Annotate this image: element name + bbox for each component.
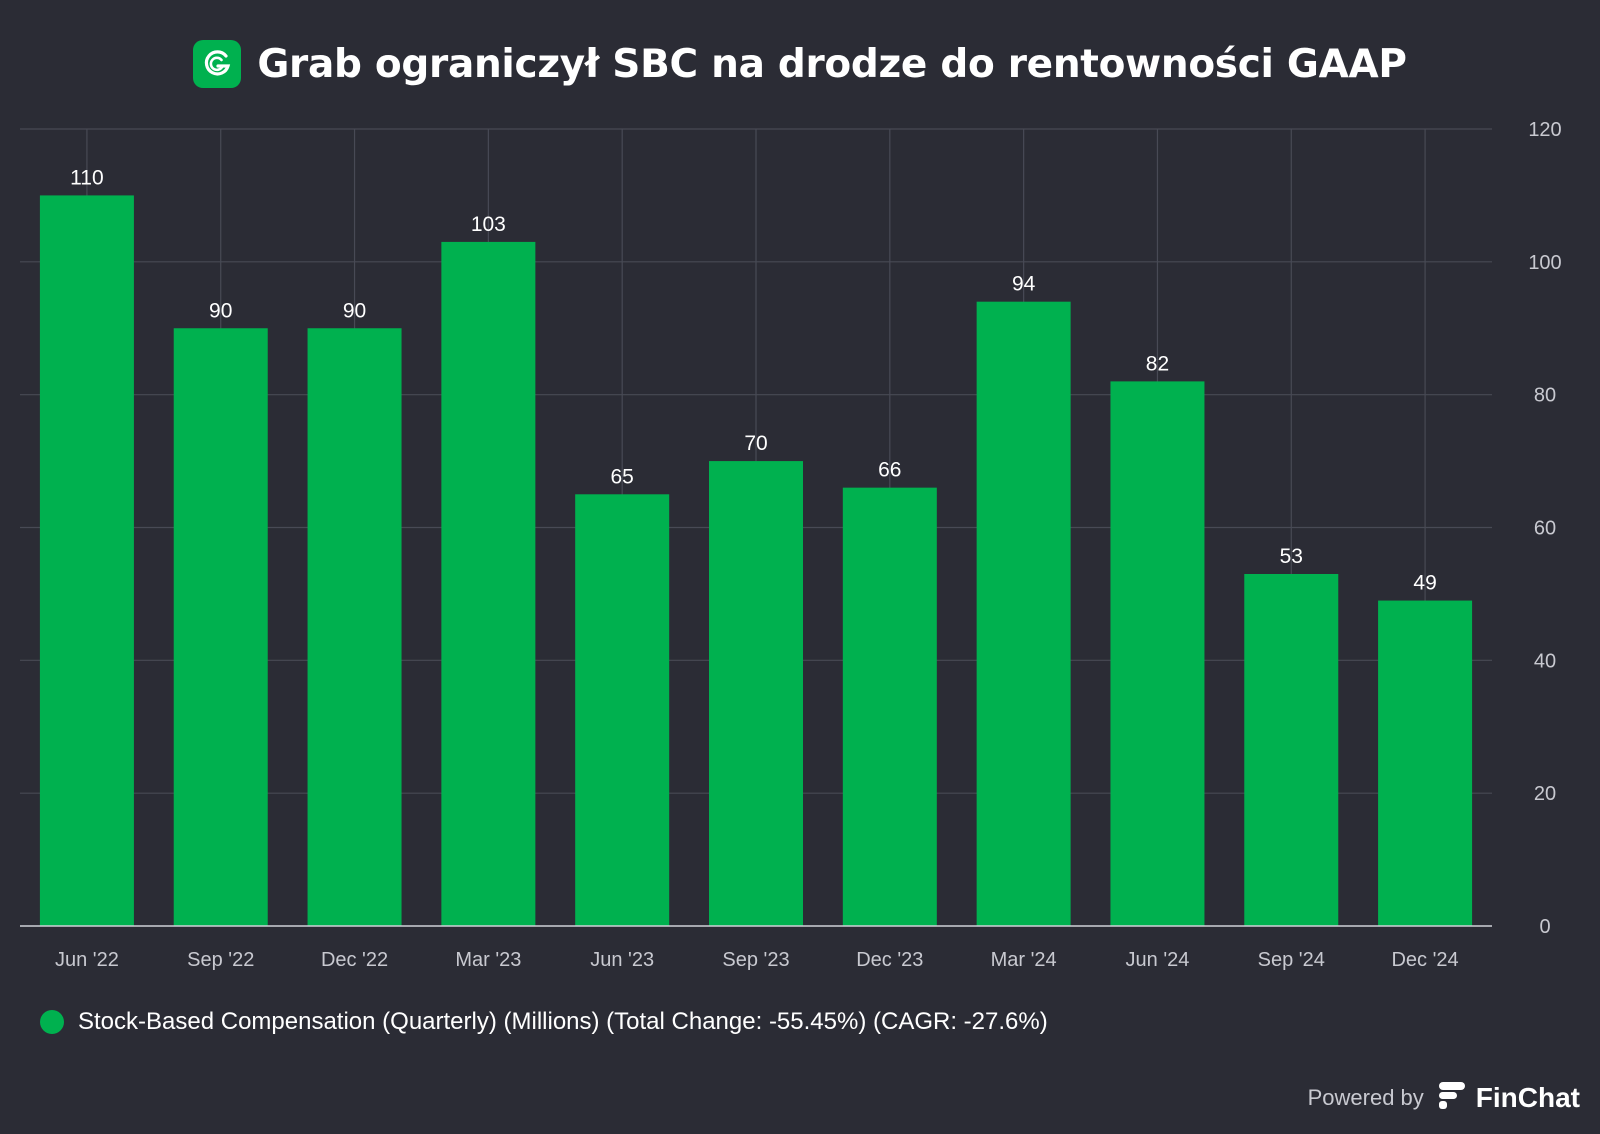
data-label: 110 xyxy=(70,166,103,189)
x-tick-label: Mar '23 xyxy=(455,949,521,971)
bar xyxy=(441,241,536,927)
finchat-name: FinChat xyxy=(1475,1081,1580,1113)
bar xyxy=(976,301,1071,926)
x-tick-label: Jun '23 xyxy=(590,949,654,971)
footer: Powered by FinChat xyxy=(1308,1079,1580,1116)
legend-label: Stock-Based Compensation (Quarterly) (Mi… xyxy=(78,1008,1048,1035)
finchat-logo-icon xyxy=(1436,1079,1468,1116)
x-tick-label: Dec '24 xyxy=(1391,949,1458,971)
data-label: 103 xyxy=(471,213,506,236)
bar xyxy=(1110,381,1205,927)
bar xyxy=(1244,573,1339,926)
x-tick-label: Jun '22 xyxy=(55,949,119,971)
x-tick-label: Sep '24 xyxy=(1258,949,1325,971)
bars xyxy=(39,195,1473,927)
data-label: 53 xyxy=(1280,545,1303,568)
data-label: 49 xyxy=(1413,572,1436,595)
bar xyxy=(575,494,670,926)
powered-by-text: Powered by xyxy=(1307,1084,1424,1110)
data-label: 65 xyxy=(611,465,634,488)
bar xyxy=(39,195,134,926)
legend[interactable]: Stock-Based Compensation (Quarterly) (Mi… xyxy=(40,1008,1048,1036)
data-label: 66 xyxy=(878,459,901,482)
y-tick-label: 120 xyxy=(1528,119,1561,141)
chart-title: Grab ograniczył SBC na drodze do rentown… xyxy=(257,41,1407,87)
chart-header: Grab ograniczył SBC na drodze do rentown… xyxy=(0,34,1600,94)
x-tick-label: Sep '23 xyxy=(722,949,789,971)
x-tick-label: Sep '22 xyxy=(187,949,254,971)
x-tick-label: Mar '24 xyxy=(991,949,1057,971)
y-tick-label: 40 xyxy=(1534,650,1556,672)
data-label: 70 xyxy=(744,432,767,455)
x-tick-label: Dec '22 xyxy=(321,949,388,971)
grab-logo-icon xyxy=(193,40,242,88)
y-tick-label: 100 xyxy=(1528,252,1561,274)
data-label: 94 xyxy=(1012,273,1036,296)
bar xyxy=(842,487,937,926)
legend-marker xyxy=(40,1010,64,1034)
x-tick-label: Dec '23 xyxy=(856,949,923,971)
y-tick-label: 80 xyxy=(1534,385,1556,407)
axes: 0 20 40 60 80 100 120 Jun '22 Sep '22 Dec '22 Mar … xyxy=(20,119,1562,971)
y-tick-label: 20 xyxy=(1534,783,1556,805)
bar xyxy=(307,328,402,926)
data-label: 90 xyxy=(209,299,232,322)
x-tick-label: Jun '24 xyxy=(1126,949,1190,971)
bar-chart: 110 90 90 103 65 70 66 94 82 53 49 0 20 40 60 80 100 120… xyxy=(20,119,1562,971)
bar xyxy=(173,328,268,926)
data-label: 82 xyxy=(1146,352,1169,375)
data-labels: 110 90 90 103 65 70 66 94 82 53 49 xyxy=(70,166,1437,594)
data-label: 90 xyxy=(343,299,366,322)
bar xyxy=(709,461,803,926)
finchat-brand[interactable]: FinChat xyxy=(1436,1079,1580,1116)
bar xyxy=(1378,600,1473,926)
y-tick-label: 0 xyxy=(1539,916,1550,938)
y-tick-label: 60 xyxy=(1534,518,1556,540)
